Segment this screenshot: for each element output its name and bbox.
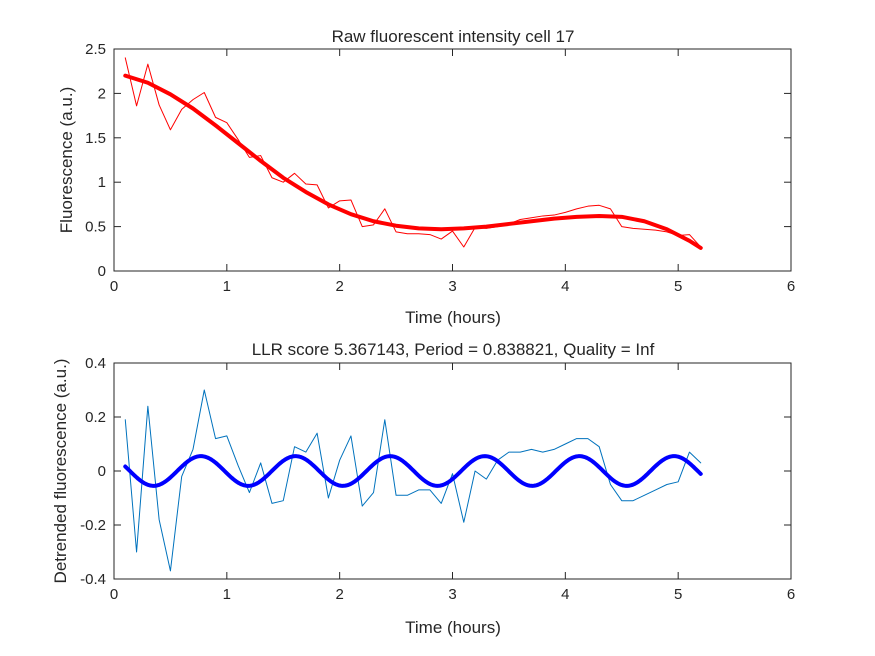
y-tick-label: -0.4	[80, 571, 106, 588]
y-tick-label: 0.5	[85, 219, 106, 236]
ticks-layer: 0 1 2 3 4 5 6 0 0.5 1 1.5 2 2.5	[85, 41, 795, 295]
ticks-layer: 0 1 2 3 4 5 6 -0.4 -0.2 0 0.2 0.4	[80, 355, 795, 603]
y-tick-label: 2	[98, 85, 106, 102]
raw-intensity-chart: Raw fluorescent intensity cell 17 0 1 2 3 4 5…	[57, 27, 795, 327]
x-tick-label: 1	[223, 278, 231, 295]
y-tick-label: 0	[98, 263, 106, 280]
y-tick-label: 2.5	[85, 41, 106, 58]
x-tick-label: 1	[223, 586, 231, 603]
y-tick-label: 0.4	[85, 355, 106, 372]
x-tick-label: 0	[110, 278, 118, 295]
y-axis-label: Detrended fluorescence (a.u.)	[51, 359, 70, 584]
chart-title: Raw fluorescent intensity cell 17	[332, 27, 575, 46]
y-axis-label: Fluorescence (a.u.)	[57, 87, 76, 233]
x-tick-label: 2	[335, 586, 343, 603]
x-tick-label: 3	[448, 278, 456, 295]
x-tick-label: 4	[561, 586, 569, 603]
x-tick-label: 3	[448, 586, 456, 603]
x-axis-label: Time (hours)	[405, 618, 501, 637]
detrended-chart: LLR score 5.367143, Period = 0.838821, Q…	[51, 340, 795, 637]
x-tick-label: 5	[674, 586, 682, 603]
x-tick-label: 6	[787, 586, 795, 603]
series-layer	[123, 57, 703, 250]
fitted-line-1	[123, 73, 703, 250]
x-tick-label: 6	[787, 278, 795, 295]
series-layer	[123, 389, 703, 572]
chart-title: LLR score 5.367143, Period = 0.838821, Q…	[252, 340, 655, 359]
x-tick-label: 4	[561, 278, 569, 295]
x-tick-label: 0	[110, 586, 118, 603]
y-tick-label: 0	[98, 463, 106, 480]
x-axis-label: Time (hours)	[405, 308, 501, 327]
y-tick-label: -0.2	[80, 517, 106, 534]
y-tick-label: 0.2	[85, 409, 106, 426]
fitted-line-1	[123, 454, 703, 488]
raw-line-0	[124, 389, 702, 572]
y-tick-label: 1.5	[85, 130, 106, 147]
y-tick-label: 1	[98, 174, 106, 191]
x-tick-label: 5	[674, 278, 682, 295]
raw-line-0	[124, 57, 702, 248]
x-tick-label: 2	[335, 278, 343, 295]
